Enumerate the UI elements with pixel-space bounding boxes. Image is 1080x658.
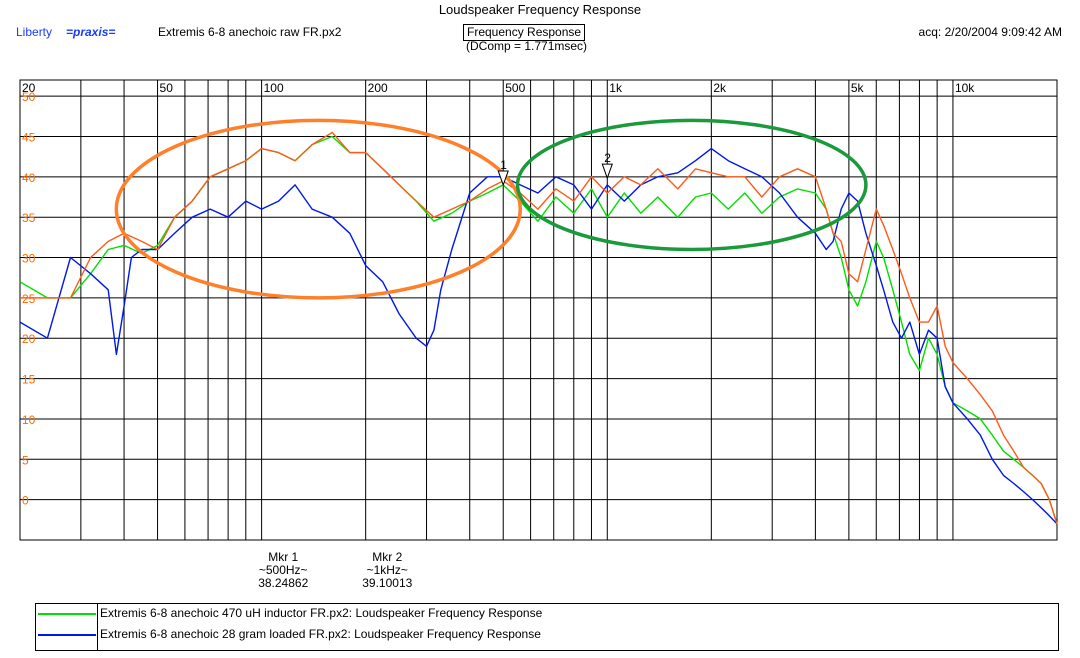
legend: Extremis 6-8 anechoic 470 uH inductor FR… bbox=[35, 603, 1059, 651]
legend-text: Extremis 6-8 anechoic 470 uH inductor FR… bbox=[100, 606, 543, 620]
x-tick-label: 1k bbox=[609, 81, 623, 95]
marker-number: 2 bbox=[604, 151, 611, 165]
annotation-ellipses bbox=[114, 118, 868, 300]
series-lines bbox=[19, 131, 1058, 525]
marker-freq: ~500Hz~ bbox=[258, 563, 308, 577]
brand-liberty: Liberty bbox=[16, 25, 53, 39]
legend-entry: Extremis 6-8 anechoic 470 uH inductor FR… bbox=[36, 604, 1058, 624]
y-tick-label: 30 bbox=[22, 252, 36, 266]
y-tick-label: 0 bbox=[22, 494, 29, 508]
frequency-response-plot[interactable]: 20 50 100 200 500 1k 2k 5k 10k 05101520253035404… bbox=[0, 0, 1080, 600]
marker-value: 39.10013 bbox=[362, 576, 413, 590]
annotation-ellipse-2 bbox=[515, 118, 868, 252]
y-tick-label: 35 bbox=[22, 211, 36, 225]
acquisition-timestamp: acq: 2/20/2004 9:09:42 AM bbox=[918, 25, 1062, 39]
marker-value: 38.24862 bbox=[258, 576, 309, 590]
legend-text: Extremis 6-8 anechoic 28 gram loaded FR.… bbox=[100, 627, 541, 641]
x-tick-label: 5k bbox=[851, 81, 865, 95]
view-label[interactable]: Frequency Response bbox=[463, 24, 586, 41]
marker-freq: ~1kHz~ bbox=[366, 563, 408, 577]
marker-triangle bbox=[601, 163, 613, 180]
y-tick-label: 10 bbox=[22, 413, 36, 427]
x-tick-label: 200 bbox=[368, 81, 388, 95]
plot-grid bbox=[20, 80, 1057, 540]
x-tick-label: 500 bbox=[505, 81, 525, 95]
x-tick-labels: 20 50 100 200 500 1k 2k 5k 10k bbox=[22, 81, 975, 95]
marker-label: Mkr 2 bbox=[372, 550, 403, 564]
series-line-3 bbox=[20, 131, 1058, 525]
x-tick-label: 20 bbox=[22, 81, 36, 95]
y-tick-label: 50 bbox=[22, 90, 36, 104]
brand-praxis: =praxis= bbox=[66, 25, 116, 39]
legend-divider bbox=[97, 604, 98, 650]
x-tick-label: 100 bbox=[264, 81, 284, 95]
y-tick-label: 5 bbox=[22, 453, 29, 467]
marker-triangle bbox=[497, 170, 509, 187]
marker-label: Mkr 1 bbox=[268, 550, 299, 564]
file-name: Extremis 6-8 anechoic raw FR.px2 bbox=[158, 25, 342, 39]
legend-swatch bbox=[38, 634, 96, 636]
y-tick-label: 20 bbox=[22, 332, 36, 346]
legend-entry: Extremis 6-8 anechoic 28 gram loaded FR.… bbox=[36, 625, 1058, 645]
y-tick-label: 25 bbox=[22, 292, 36, 306]
annotation-ellipse-1 bbox=[114, 118, 522, 300]
legend-swatch bbox=[38, 613, 96, 615]
marker-readout: Mkr 2 ~1kHz~ 39.10013 bbox=[327, 551, 447, 590]
plot-frame bbox=[19, 79, 1058, 541]
series-line-2 bbox=[19, 147, 1058, 525]
y-tick-label: 15 bbox=[22, 373, 36, 387]
y-tick-label: 40 bbox=[22, 171, 36, 185]
x-tick-label: 2k bbox=[713, 81, 727, 95]
y-tick-label: 45 bbox=[22, 130, 36, 144]
y-tick-labels: 0 5 10 15 20 25 30 35 40 45 50 bbox=[22, 90, 36, 508]
chart-title: Loudspeaker Frequency Response bbox=[438, 2, 642, 17]
marker-number: 1 bbox=[500, 158, 507, 172]
dcomp-label: (DComp = 1.771msec) bbox=[466, 39, 588, 53]
x-tick-label: 50 bbox=[160, 81, 174, 95]
marker-readout: Mkr 1 ~500Hz~ 38.24862 bbox=[223, 551, 343, 590]
x-tick-label: 10k bbox=[955, 81, 975, 95]
